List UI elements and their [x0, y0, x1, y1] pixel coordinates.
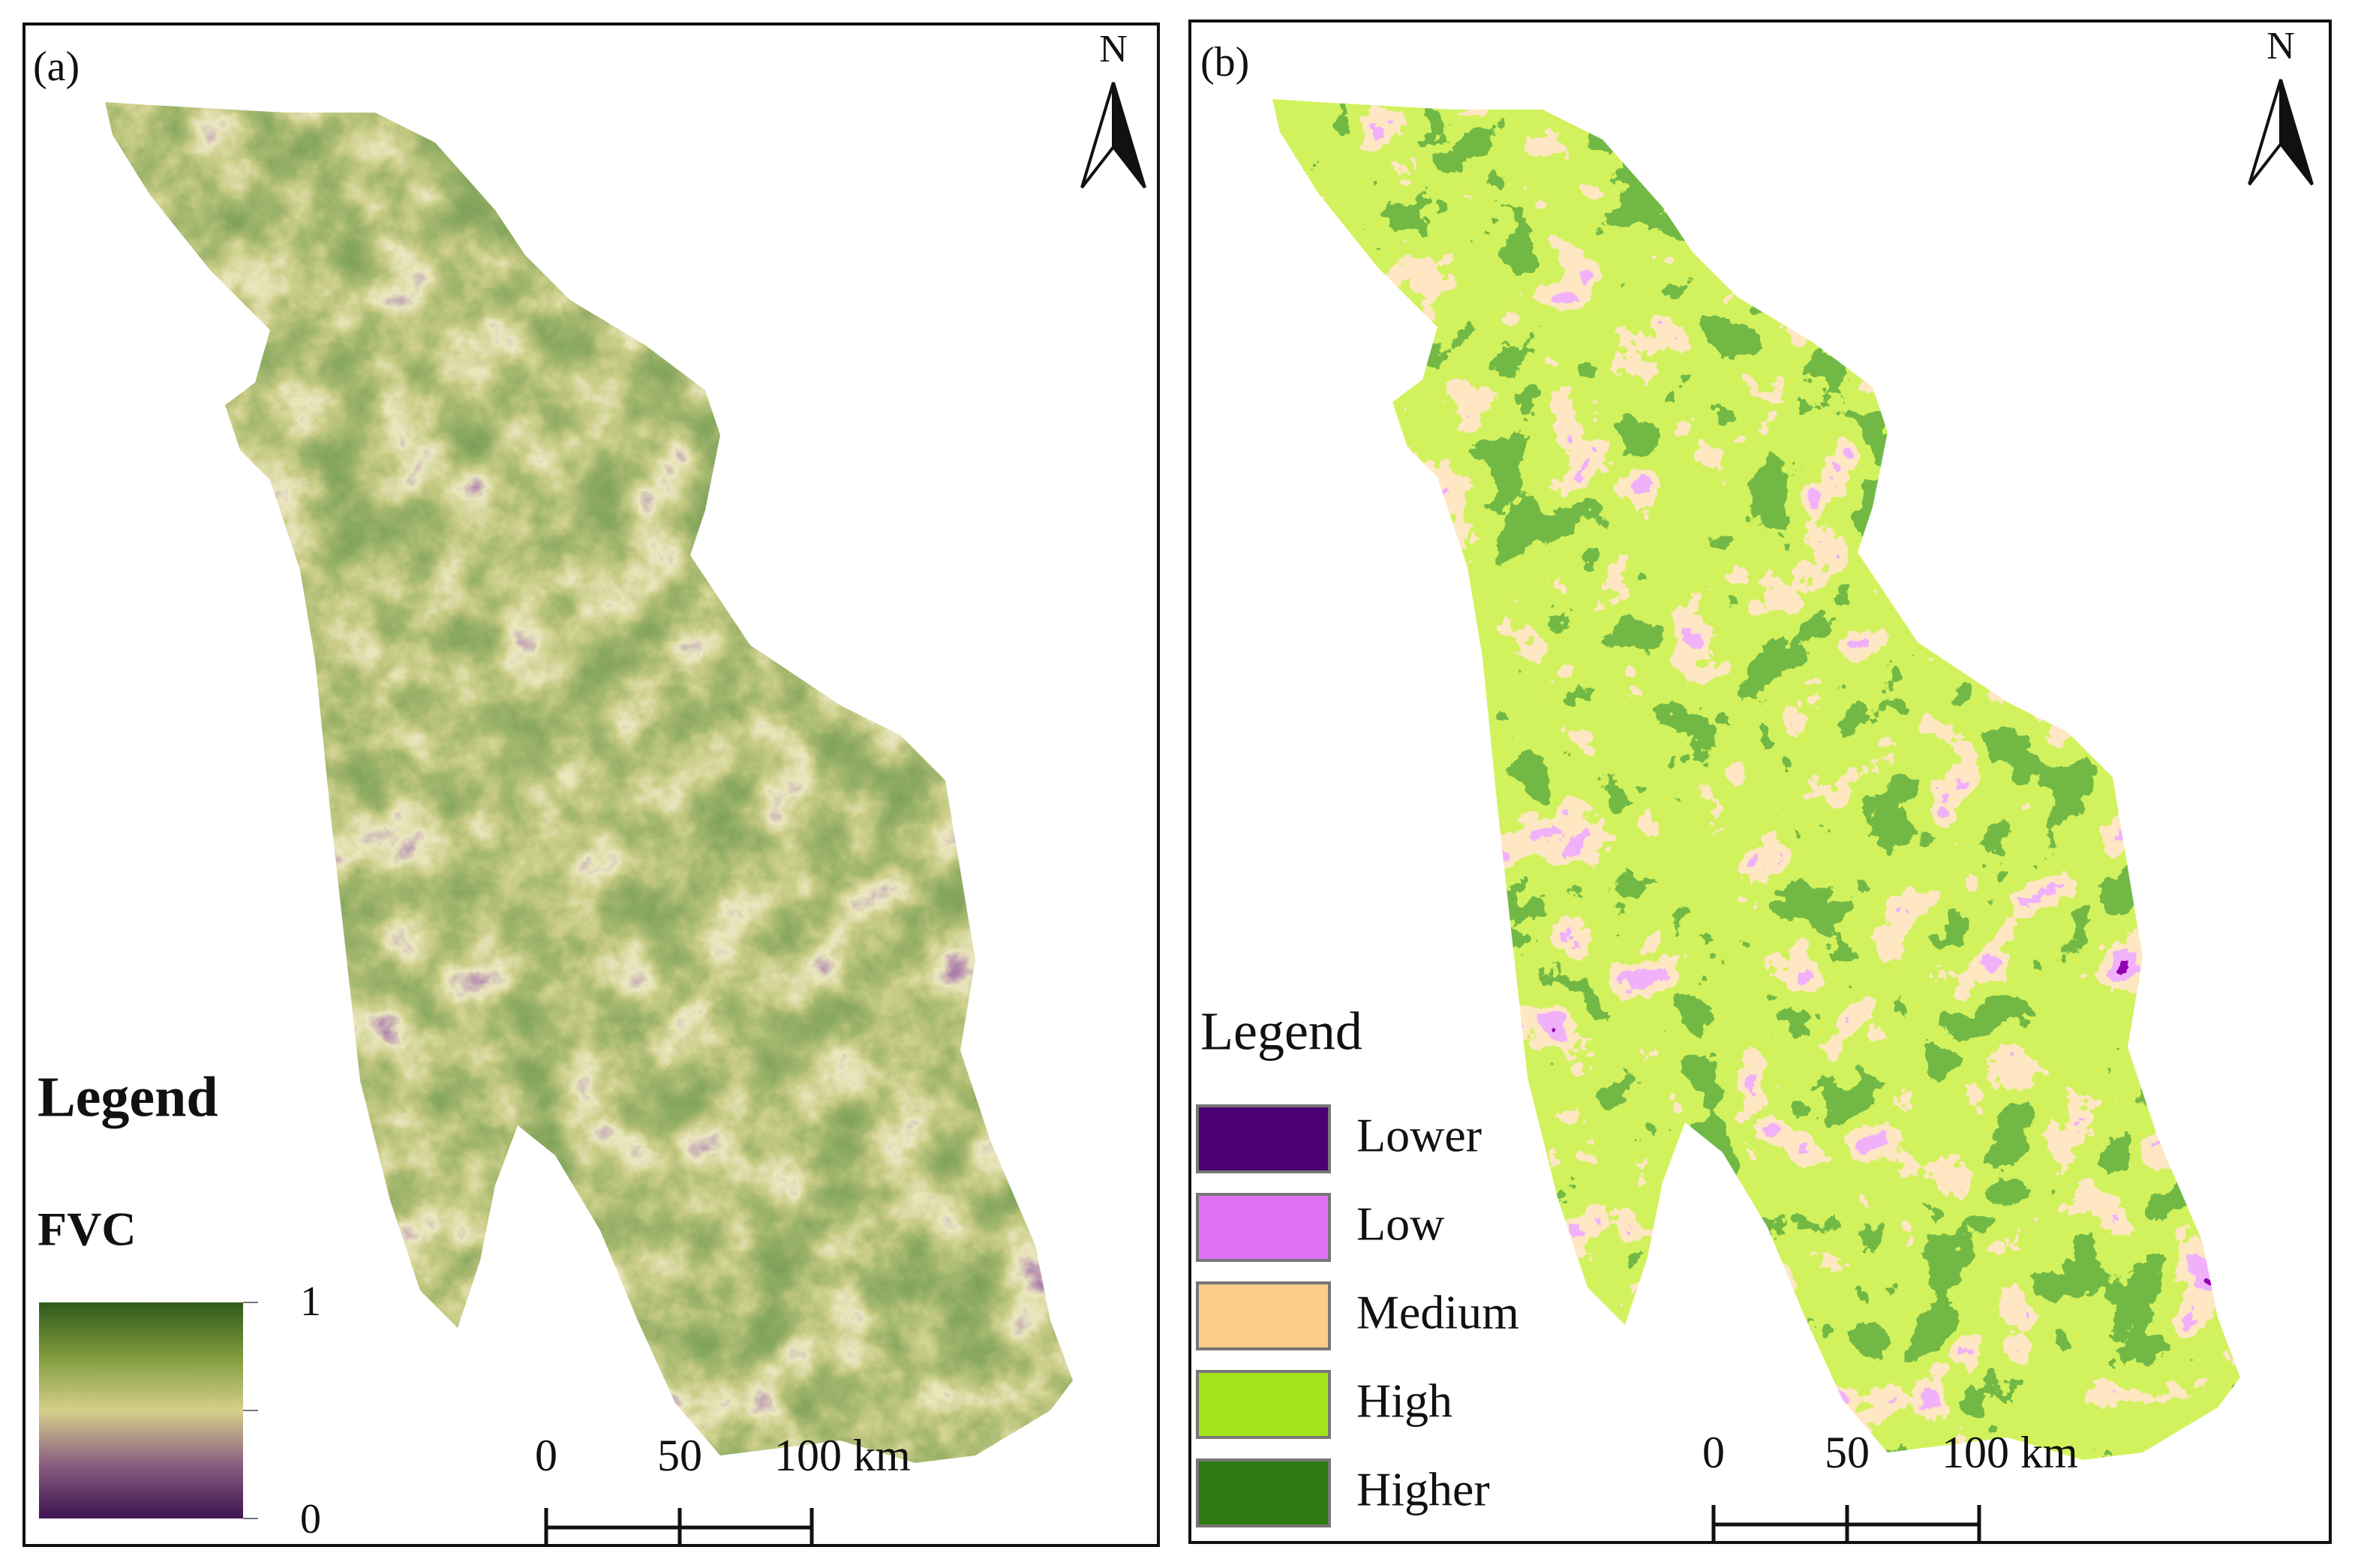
north-arrow	[2279, 79, 2314, 186]
north-arrow	[2248, 79, 2282, 186]
panel-label: (a)	[33, 44, 80, 90]
legend-label: Medium	[1356, 1286, 1519, 1339]
scale-label: 0	[535, 1431, 557, 1480]
colorbar-label: 0	[300, 1496, 321, 1542]
legend-swatch	[1196, 1370, 1331, 1439]
legend-swatch	[1196, 1104, 1331, 1173]
scale-label: 100 km	[774, 1431, 911, 1480]
legend: Lower Low Medium High Higher	[1196, 1104, 1519, 1527]
colorbar-label: 1	[300, 1278, 321, 1325]
north-arrow	[1112, 82, 1146, 189]
legend-swatch	[1196, 1458, 1331, 1527]
legend-swatch	[1196, 1193, 1331, 1262]
north-arrow	[1080, 82, 1115, 189]
north-label: N	[1099, 28, 1128, 71]
legend-label: Lower	[1356, 1109, 1482, 1162]
scale-label: 100 km	[1942, 1428, 2078, 1477]
scale-label: 0	[1702, 1428, 1725, 1477]
legend-title: Legend	[1200, 1002, 1362, 1062]
panel-label: (b)	[1200, 39, 1249, 86]
legend-label: High	[1356, 1374, 1452, 1428]
map	[1272, 99, 2240, 1460]
panel-b: (b) N Legend Lower Low Medium High Higher 0 5…	[1188, 20, 2332, 1544]
scale-bar: 0 50 100 km	[535, 1431, 911, 1544]
legend-label: Low	[1356, 1197, 1444, 1251]
scale-label: 50	[657, 1431, 702, 1480]
panel-frame	[23, 23, 1160, 1547]
legend-subtitle: FVC	[38, 1203, 137, 1256]
legend-title: Legend	[38, 1065, 218, 1128]
panel-frame	[1188, 20, 2332, 1544]
scale-label: 50	[1825, 1428, 1870, 1477]
colorbar	[39, 1302, 243, 1518]
legend-swatch	[1196, 1281, 1331, 1350]
north-label: N	[2266, 25, 2295, 68]
class-raster	[1272, 99, 2240, 1460]
scale-bar: 0 50 100 km	[1702, 1428, 2078, 1541]
panel-a: (a) N Legend FVC 1 0 0 50 100 km	[23, 23, 1160, 1547]
legend-label: Higher	[1356, 1463, 1490, 1516]
